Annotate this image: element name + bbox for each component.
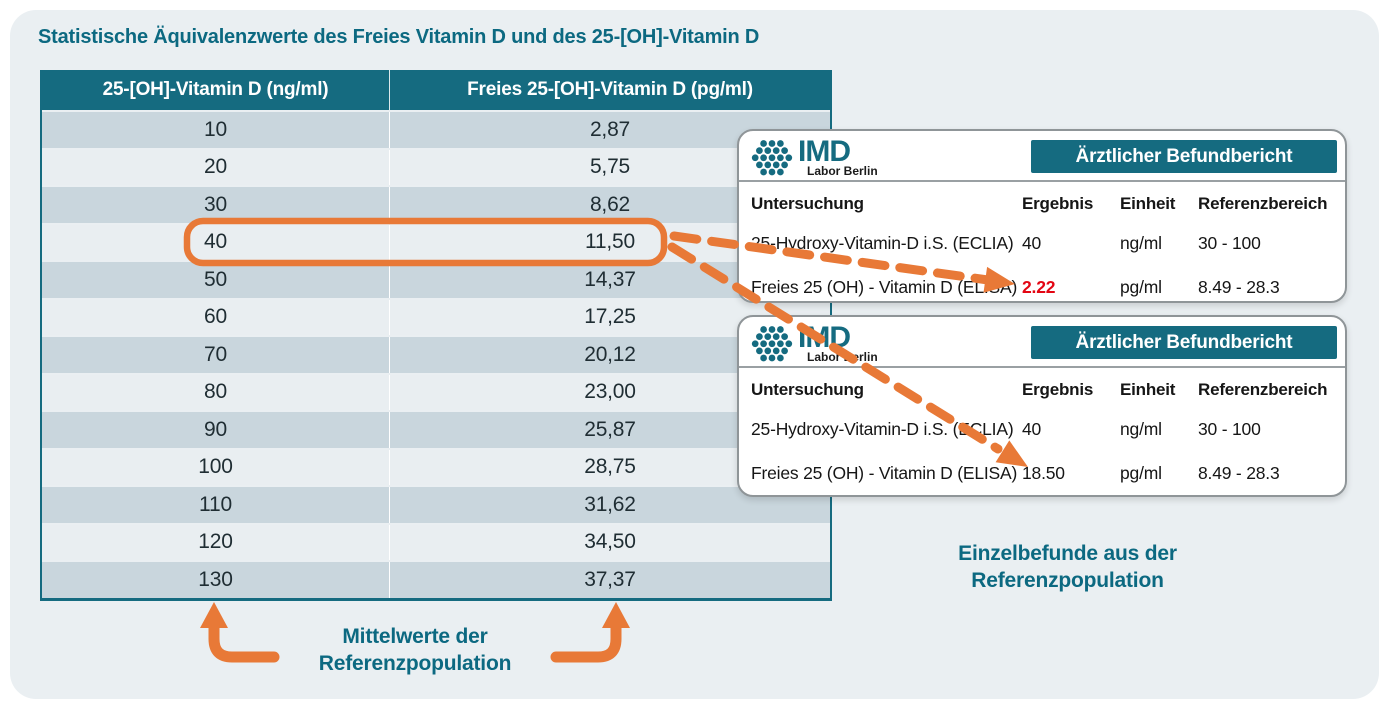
col-untersuchung: Untersuchung [751,194,864,213]
analyte-name: 25-Hydroxy-Vitamin-D i.S. (ECLIA) [751,233,1014,253]
report-result-row: Freies 25 (OH) - Vitamin D (ELISA) 2.22 … [751,277,1345,298]
table-cell-ng: 40 [42,224,390,260]
report-column-labels: Untersuchung Ergebnis Einheit Referenzbe… [751,380,1345,400]
imd-logo: IMD Labor Berlin [751,137,878,179]
table-row: 130 37,37 [42,562,830,598]
imd-brand: IMD [798,321,851,354]
analyte-name: Freies 25 (OH) - Vitamin D (ELISA) [751,463,1018,483]
table-cell-ng: 30 [42,187,390,223]
table-row: 70 20,12 [42,337,830,373]
result-unit: ng/ml [1120,419,1162,439]
note-mittelwerte-line1: Mittelwerte der [342,625,488,648]
table-row: 10 2,87 [42,112,830,148]
table-cell-ng: 10 [42,112,390,148]
col-ergebnis: Ergebnis [1022,194,1094,213]
col-referenzbereich: Referenzbereich [1198,380,1328,399]
report-result-row: Freies 25 (OH) - Vitamin D (ELISA) 18.50… [751,463,1345,484]
report-card-1: IMD Labor Berlin Ärztlicher Befundberich… [737,129,1347,303]
table-cell-pg: 28,75 [584,455,636,479]
imd-logo-text: IMD Labor Berlin [798,321,878,365]
result-unit: pg/ml [1120,463,1162,483]
analyte-name: Freies 25 (OH) - Vitamin D (ELISA) [751,277,1018,297]
imd-brand: IMD [798,135,851,168]
imd-sub: Labor Berlin [807,164,878,178]
table-cell-ng: 50 [42,262,390,298]
report-card-body: Untersuchung Ergebnis Einheit Referenzbe… [739,368,1345,484]
table-cell-ng: 110 [42,487,390,523]
reference-range: 8.49 - 28.3 [1198,463,1280,483]
note-einzelbefunde-line1: Einzelbefunde aus der [958,542,1177,565]
result-value-low: 2.22 [1022,277,1056,297]
col-untersuchung: Untersuchung [751,380,864,399]
table-cell-pg: 34,50 [584,530,636,554]
table-row: 100 28,75 [42,449,830,485]
table-cell-pg: 17,25 [584,305,636,329]
equivalence-table: 25-[OH]-Vitamin D (ng/ml) Freies 25-[OH]… [40,70,832,601]
report-card-body: Untersuchung Ergebnis Einheit Referenzbe… [739,182,1345,298]
report-banner: Ärztlicher Befundbericht [1031,140,1337,173]
table-cell-ng: 80 [42,374,390,410]
analyte-name: 25-Hydroxy-Vitamin-D i.S. (ECLIA) [751,419,1014,439]
table-cell-ng: 70 [42,337,390,373]
table-row: 30 8,62 [42,187,830,223]
table-cell-pg: 20,12 [584,342,636,366]
reference-range: 30 - 100 [1198,233,1261,253]
reference-range: 8.49 - 28.3 [1198,277,1280,297]
col-einheit: Einheit [1120,380,1176,399]
report-result-row: 25-Hydroxy-Vitamin-D i.S. (ECLIA) 40 ng/… [751,419,1345,440]
table-cell-pg: 5,75 [589,155,631,179]
imd-logo: IMD Labor Berlin [751,323,878,365]
table-cell-ng: 60 [42,299,390,335]
imd-logo-text: IMD Labor Berlin [798,135,878,179]
table-header-ng: 25-[OH]-Vitamin D (ng/ml) [42,70,390,110]
table-row: 20 5,75 [42,149,830,185]
report-column-labels: Untersuchung Ergebnis Einheit Referenzbe… [751,194,1345,214]
result-unit: pg/ml [1120,277,1162,297]
table-header-row: 25-[OH]-Vitamin D (ng/ml) Freies 25-[OH]… [42,70,830,110]
result-value: 40 [1022,233,1042,253]
col-einheit: Einheit [1120,194,1176,213]
table-cell-pg: 31,62 [584,492,636,516]
table-row: 50 14,37 [42,262,830,298]
report-result-row: 25-Hydroxy-Vitamin-D i.S. (ECLIA) 40 ng/… [751,233,1345,254]
page-title: Statistische Äquivalenzwerte des Freies … [38,26,760,48]
table-cell-ng: 20 [42,149,390,185]
report-banner: Ärztlicher Befundbericht [1031,326,1337,359]
table-row: 120 34,50 [42,524,830,560]
imd-dots-icon [751,326,793,362]
report-card-2: IMD Labor Berlin Ärztlicher Befundberich… [737,315,1347,497]
result-value: 40 [1022,419,1042,439]
result-value: 18.50 [1022,463,1065,483]
table-cell-pg: 25,87 [584,417,636,441]
table-row-highlighted: 40 11,50 [42,224,830,260]
table-row: 90 25,87 [42,412,830,448]
table-row: 60 17,25 [42,299,830,335]
note-mittelwerte: Mittelwerte der Referenzpopulation [285,623,545,677]
col-referenzbereich: Referenzbereich [1198,194,1328,213]
table-cell-pg: 37,37 [584,567,636,591]
table-cell-ng: 120 [42,524,390,560]
table-cell-pg: 14,37 [584,267,636,291]
report-card-header: IMD Labor Berlin Ärztlicher Befundberich… [739,317,1345,368]
table-header-pg: Freies 25-[OH]-Vitamin D (pg/ml) [467,79,753,100]
note-mittelwerte-line2: Referenzpopulation [318,652,512,675]
table-cell-ng: 130 [42,562,390,598]
table-row: 110 31,62 [42,487,830,523]
table-cell-pg: 2,87 [589,117,631,141]
table-row: 80 23,00 [42,374,830,410]
table-body: 10 2,87 20 5,75 30 8,62 40 11,50 50 14,37 60 1… [42,112,830,598]
table-cell-pg: 23,00 [584,380,636,404]
imd-sub: Labor Berlin [807,350,878,364]
result-unit: ng/ml [1120,233,1162,253]
note-einzelbefunde: Einzelbefunde aus der Referenzpopulation [935,540,1200,594]
note-einzelbefunde-line2: Referenzpopulation [971,569,1164,592]
imd-dots-icon [751,140,793,176]
table-cell-ng: 90 [42,412,390,448]
table-cell-ng: 100 [42,449,390,485]
col-ergebnis: Ergebnis [1022,380,1094,399]
table-cell-pg: 8,62 [589,192,631,216]
report-card-header: IMD Labor Berlin Ärztlicher Befundberich… [739,131,1345,182]
reference-range: 30 - 100 [1198,419,1261,439]
